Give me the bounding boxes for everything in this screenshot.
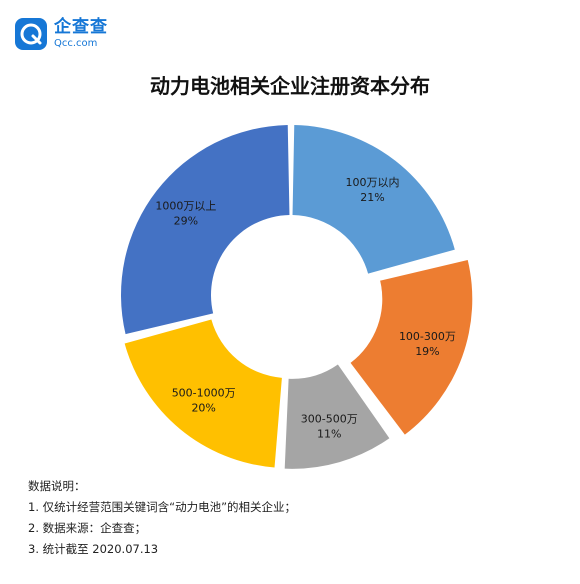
brand-text: 企查查 Qcc.com [54, 19, 108, 49]
slice-label: 1000万以上 [155, 199, 216, 212]
slice-percent: 11% [317, 428, 341, 441]
note-item-1: 1. 仅统计经营范围关键词含“动力电池”的相关企业； [28, 500, 297, 514]
slice-label: 300-500万 [301, 413, 358, 426]
slice-percent: 29% [174, 214, 198, 227]
chart-title: 动力电池相关企业注册资本分布 [150, 74, 430, 98]
slice-percent: 19% [415, 345, 439, 358]
donut-slice [120, 125, 290, 335]
data-notes: 数据说明： 1. 仅统计经营范围关键词含“动力电池”的相关企业； 2. 数据来源… [28, 476, 296, 560]
donut-slice [124, 319, 282, 468]
notes-heading: 数据说明： [28, 479, 86, 493]
slice-label: 100万以内 [346, 175, 400, 189]
brand-name-en: Qcc.com [54, 38, 98, 49]
slice-label: 500-1000万 [172, 387, 236, 400]
qcc-logo-icon [15, 18, 47, 50]
brand-name-cn: 企查查 [54, 17, 108, 37]
donut-slice [350, 259, 473, 435]
slice-percent: 20% [191, 402, 215, 415]
slice-percent: 21% [360, 191, 384, 204]
brand-logo: 企查查 Qcc.com [14, 14, 108, 54]
note-item-2: 2. 数据来源：企查查； [28, 521, 147, 535]
slice-label: 100-300万 [399, 330, 456, 343]
donut-slice [284, 364, 390, 469]
donut-slice [292, 125, 455, 274]
note-item-3: 3. 统计截至 2020.07.13 [28, 542, 159, 556]
